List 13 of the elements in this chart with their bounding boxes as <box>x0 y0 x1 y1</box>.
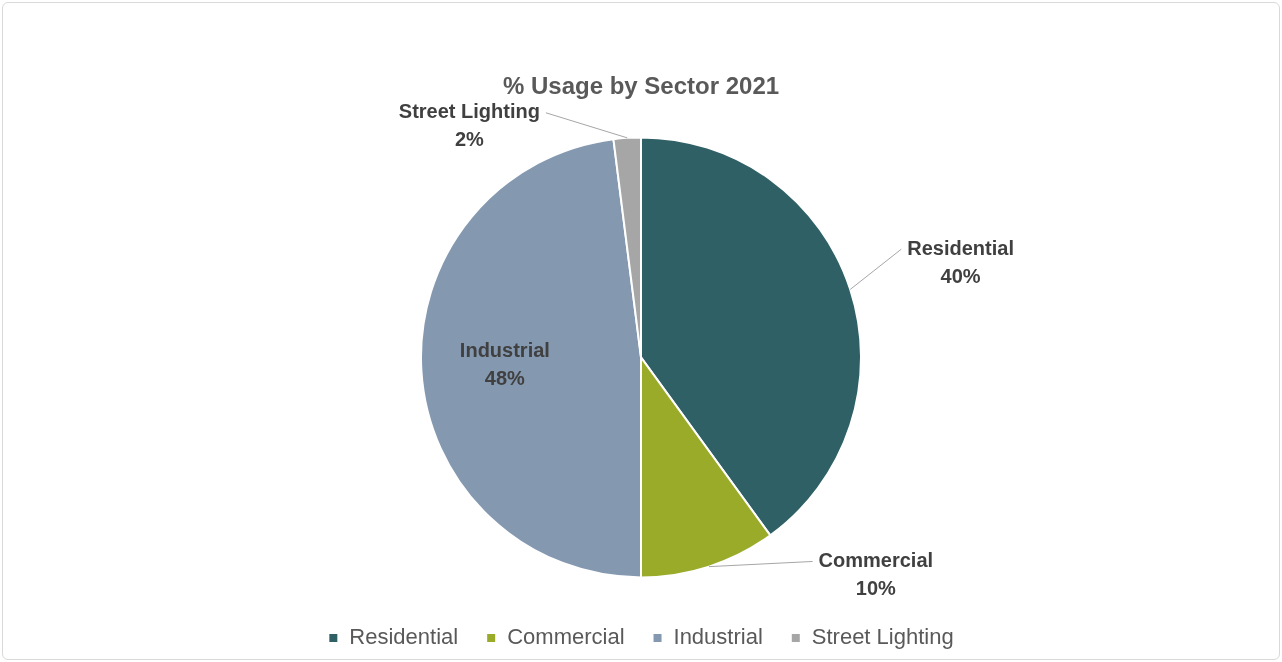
slice-label: Street Lighting <box>398 100 540 123</box>
data-label: 48% <box>484 367 526 390</box>
data-label: 10% <box>855 576 897 599</box>
slice-label: Commercial <box>818 548 934 571</box>
legend-label: Residential <box>349 624 459 650</box>
slice-label: Residential <box>907 236 1014 259</box>
legend-label: Commercial <box>507 624 625 650</box>
data-label: 40% <box>940 264 981 287</box>
slice-label: Industrial <box>459 339 550 362</box>
legend-label: Street Lighting <box>811 624 954 650</box>
chart-title: % Usage by Sector 2021 <box>502 72 780 100</box>
data-label: 2% <box>454 128 485 151</box>
legend-label: Industrial <box>673 624 763 650</box>
